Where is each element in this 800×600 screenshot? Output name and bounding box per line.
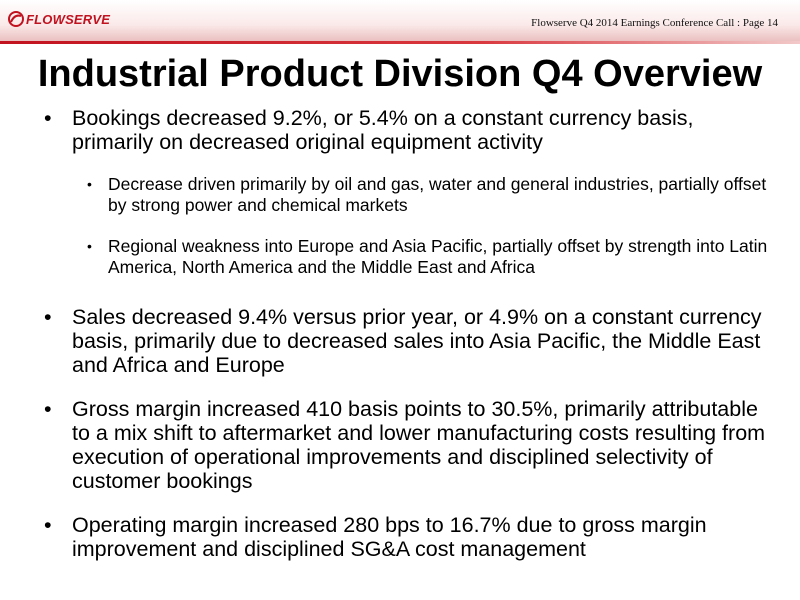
bullet-dot-icon: • <box>87 176 92 192</box>
bullet-text: Bookings decreased 9.2%, or 5.4% on a co… <box>72 106 694 154</box>
bullet-dot-icon: • <box>44 397 52 421</box>
subbullet-regions: • Regional weakness into Europe and Asia… <box>0 236 800 278</box>
header-band <box>0 0 800 44</box>
header-divider <box>0 41 800 44</box>
bullet-dot-icon: • <box>44 305 52 329</box>
subbullet-text: Decrease driven primarily by oil and gas… <box>108 174 767 215</box>
bullet-text: Gross margin increased 410 basis points … <box>72 397 766 493</box>
flowserve-logo: FLOWSERVE <box>8 8 110 30</box>
page-label: Flowserve Q4 2014 Earnings Conference Ca… <box>531 17 778 29</box>
bullet-gross-margin: • Gross margin increased 410 basis point… <box>0 397 800 493</box>
bullet-operating-margin: • Operating margin increased 280 bps to … <box>0 513 800 561</box>
logo-text: FLOWSERVE <box>26 11 111 27</box>
bullet-text: Sales decreased 9.4% versus prior year, … <box>72 305 762 377</box>
slide-title: Industrial Product Division Q4 Overview <box>37 53 763 95</box>
subbullet-text: Regional weakness into Europe and Asia P… <box>108 236 768 277</box>
bullet-bookings: • Bookings decreased 9.2%, or 5.4% on a … <box>0 106 800 154</box>
bullet-dot-icon: • <box>44 106 52 130</box>
bullet-dot-icon: • <box>44 513 52 537</box>
bullet-dot-icon: • <box>87 238 92 254</box>
bullet-sales: • Sales decreased 9.4% versus prior year… <box>0 305 800 377</box>
flowserve-swirl-icon <box>8 11 24 27</box>
slide-body: • Bookings decreased 9.2%, or 5.4% on a … <box>0 106 800 561</box>
subbullet-industries: • Decrease driven primarily by oil and g… <box>0 174 800 216</box>
bullet-text: Operating margin increased 280 bps to 16… <box>72 513 707 561</box>
